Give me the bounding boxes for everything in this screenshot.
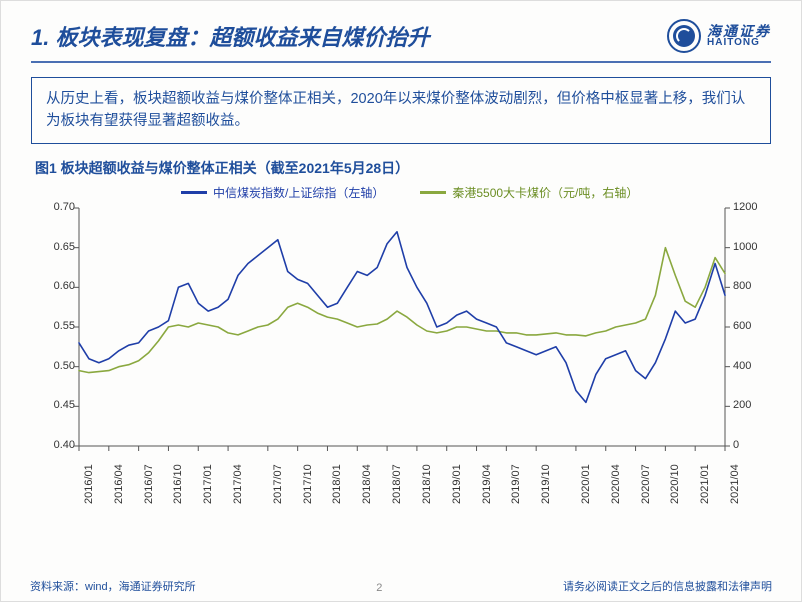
chart-svg <box>31 182 773 512</box>
source-text: 资料来源：wind，海通证券研究所 <box>30 578 196 594</box>
chart-area: 中信煤炭指数/上证综指（左轴） 秦港5500大卡煤价（元/吨，右轴） 0.400… <box>31 182 771 512</box>
logo-en: HAITONG <box>707 38 771 48</box>
chart-caption: 图1 板块超额收益与煤价整体正相关（截至2021年5月28日） <box>35 158 771 178</box>
slide-container: 1. 板块表现复盘：超额收益来自煤价抬升 海通证券 HAITONG 从历史上看，… <box>0 0 802 602</box>
title-row: 1. 板块表现复盘：超额收益来自煤价抬升 海通证券 HAITONG <box>1 1 801 61</box>
logo-text: 海通证券 HAITONG <box>707 24 771 48</box>
disclaimer-text: 请务必阅读正文之后的信息披露和法律声明 <box>563 578 772 594</box>
page-number: 2 <box>376 582 382 594</box>
title-divider <box>31 61 771 63</box>
footer: 资料来源：wind，海通证券研究所 2 请务必阅读正文之后的信息披露和法律声明 <box>30 578 772 594</box>
logo-cn: 海通证券 <box>707 24 771 38</box>
logo-icon <box>667 19 701 53</box>
summary-box: 从历史上看，板块超额收益与煤价整体正相关，2020年以来煤价整体波动剧烈，但价格… <box>31 77 771 144</box>
page-title: 1. 板块表现复盘：超额收益来自煤价抬升 <box>31 20 429 52</box>
haitong-logo: 海通证券 HAITONG <box>667 19 771 53</box>
